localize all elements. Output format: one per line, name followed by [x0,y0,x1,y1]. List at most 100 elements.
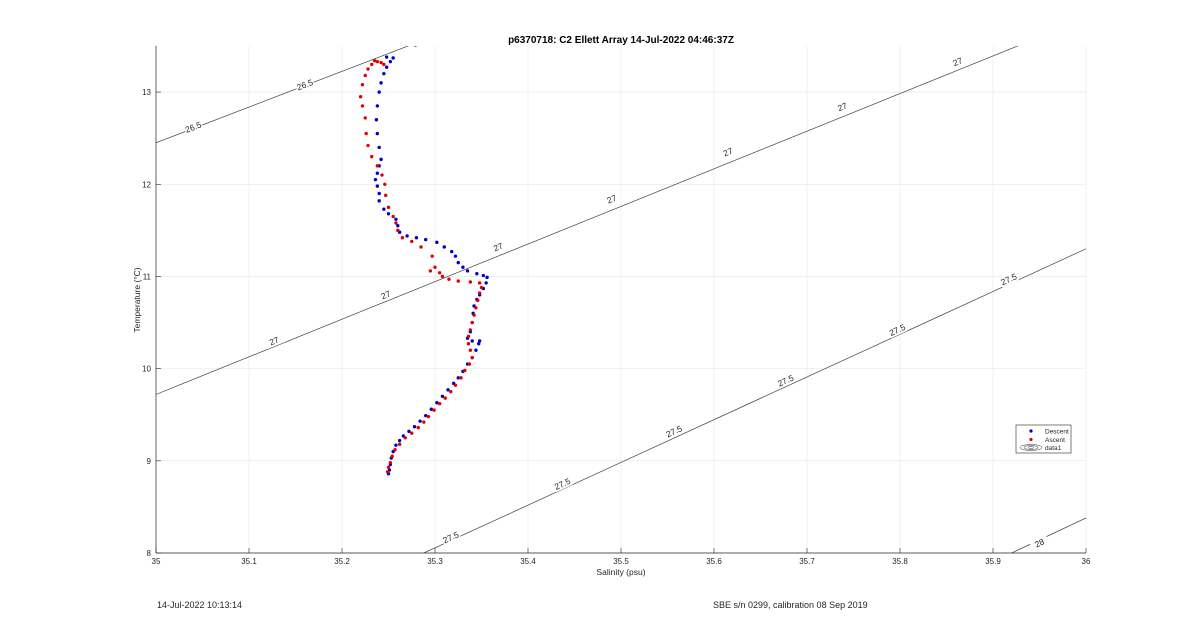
data-point [435,401,439,405]
data-point [393,448,397,452]
data-point [366,143,370,148]
data-point [470,339,474,343]
svg-text:27: 27 [379,288,392,301]
contour-label: 27 [488,238,509,255]
data-point [382,62,386,67]
data-point [475,271,479,276]
data-point [391,56,395,60]
data-point [426,414,431,419]
x-tick-label: 35 [152,557,161,566]
footer-timestamp: 14-Jul-2022 10:13:14 [157,600,243,610]
contour-label: 27.5 [663,423,685,440]
data-point [468,280,473,284]
contour-label: 27 [832,98,853,115]
data-point [390,454,394,458]
legend-label-data1: data1 [1045,445,1062,452]
data-point [474,306,478,310]
svg-text:26.5: 26.5 [412,34,431,49]
data-point [394,217,398,222]
data-point [422,420,426,424]
data-point [414,236,419,240]
svg-text:27: 27 [492,240,505,253]
x-tick-label: 35.9 [985,557,1001,566]
data-point [384,65,389,69]
legend-marker-ascent [1029,437,1033,442]
data-point [375,184,380,188]
data-point [456,260,460,265]
data-point [396,224,400,228]
data-point [377,90,381,94]
x-tick-label: 35.5 [613,557,629,566]
data-point [375,164,380,168]
svg-text:27: 27 [268,334,281,347]
contour-label: 27 [263,332,285,349]
data-point [366,67,370,71]
data-point [360,104,365,108]
data-point [440,394,445,398]
x-axis-label: Salinity (psu) [596,567,645,577]
data-point [386,205,391,210]
data-point [432,408,436,412]
data-point [466,342,471,346]
data-point [418,419,422,423]
data-point [407,429,411,434]
data-series [358,55,489,476]
data-point [397,442,402,446]
y-tick-label: 8 [147,549,152,558]
data-point [424,413,428,418]
data-point [465,269,470,273]
data-point [477,339,482,343]
data-point [400,236,405,240]
data-point [428,269,433,273]
data-point [446,388,450,392]
data-point [477,291,482,295]
axes: 35 35.1 35.2 35.3 35.4 35.5 35.6 35.7 35.8 35.9 36… [142,46,1091,566]
data-point [459,376,463,380]
contour-line [156,46,409,144]
data-point [372,59,377,63]
data-point [484,281,488,285]
data-point [360,83,365,87]
svg-text:27: 27 [951,55,964,68]
data-point [373,177,378,182]
svg-text:27: 27 [836,100,849,113]
legend-label-descent: Descent [1045,429,1069,436]
x-tick-label: 35.2 [334,557,350,566]
contour-label: 27 [1062,15,1082,31]
contour-label: 27 [375,286,396,303]
contour-label: 26.5 [410,34,432,50]
data-point [440,274,445,279]
svg-text:28: 28 [1033,536,1046,549]
data-point [442,245,446,249]
y-axis-label: Temperature (°C) [132,267,142,332]
data-point [453,383,458,387]
data-point [463,368,467,373]
data-point [461,265,465,269]
data-point [437,271,442,275]
data-point [479,285,484,290]
data-point [468,348,473,352]
data-point [379,81,383,85]
data-point [474,348,478,352]
x-tick-label: 35.8 [892,557,908,566]
data-point [470,320,474,325]
contour-label: 26.5 [294,76,315,93]
data-point [410,239,414,244]
data-point [453,254,458,258]
data-point [433,265,437,269]
data-point [363,73,367,78]
data-point [437,401,442,406]
contour-label: 27 [717,143,739,161]
data-point [477,342,481,346]
data-point [410,431,414,435]
series-ascent [358,59,484,474]
contour-label: 27.5 [440,529,462,546]
data-point [477,281,482,285]
data-point [384,193,388,198]
data-point [382,207,386,211]
x-tick-label: 35.1 [241,557,257,566]
y-tick-label: 9 [147,457,152,466]
data-point [385,470,390,474]
x-tick-label: 35.4 [520,557,536,566]
data-point [386,465,391,469]
